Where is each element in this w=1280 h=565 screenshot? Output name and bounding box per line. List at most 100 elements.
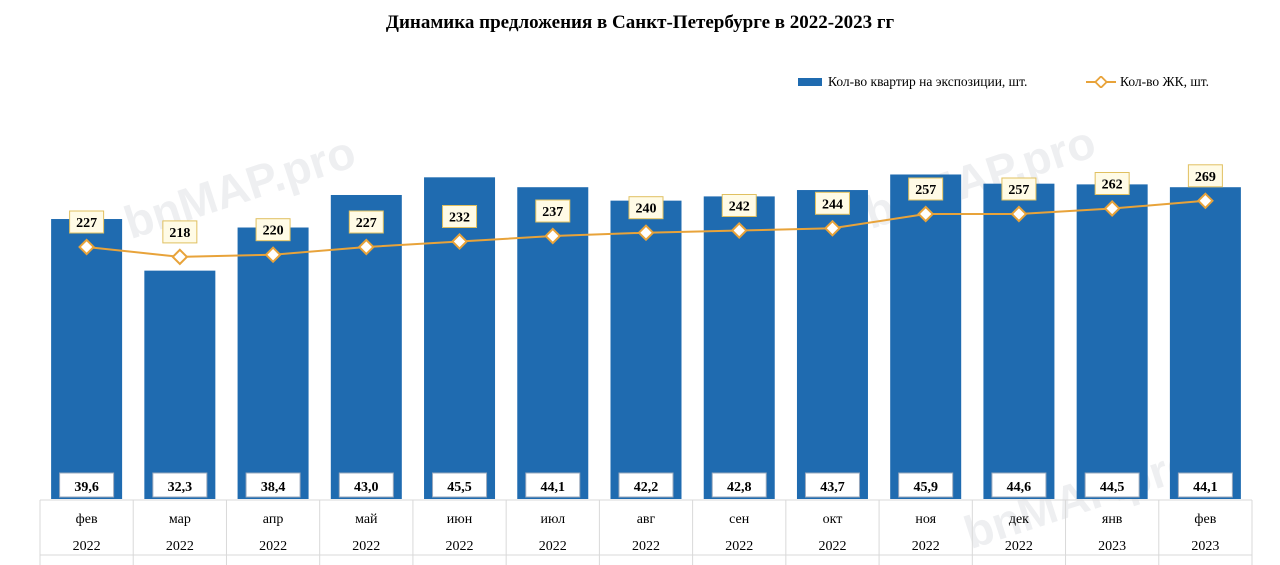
bar-value-label: 44,6 xyxy=(1007,480,1032,495)
line-value-label: 244 xyxy=(822,197,843,212)
chart-title: Динамика предложения в Санкт-Петербурге … xyxy=(385,12,895,33)
line-value-label: 227 xyxy=(76,216,97,231)
bar-value-label-box xyxy=(1084,472,1140,498)
line-value-label: 257 xyxy=(915,183,936,198)
line-value-label: 240 xyxy=(636,202,657,217)
line-value-label-box xyxy=(1094,172,1130,195)
line-value-label-box xyxy=(628,196,664,220)
line-point xyxy=(823,219,841,237)
x-tick-label-month: сен xyxy=(729,512,750,527)
bar-value-label: 43,7 xyxy=(820,480,845,495)
bar-value-label: 45,9 xyxy=(913,480,938,495)
line-point xyxy=(171,248,189,266)
x-tick-label-month: июл xyxy=(540,512,565,527)
x-tick-label-year: 2022 xyxy=(166,539,194,554)
bar-value-label-box xyxy=(618,472,674,498)
legend-item-bar: Кол-во квартир на экспозиции, шт. xyxy=(798,74,1027,90)
line-value-label-box xyxy=(442,205,478,228)
bar-value-label-box xyxy=(804,472,860,498)
legend-line-label: Кол-во ЖК, шт. xyxy=(1120,74,1210,89)
bar xyxy=(890,174,962,499)
legend-line-swatch xyxy=(1086,76,1116,88)
bar-value-label: 42,2 xyxy=(634,480,659,495)
bar-value-label: 45,5 xyxy=(447,480,472,495)
bar-value-label-box xyxy=(1177,472,1233,498)
bar xyxy=(796,190,868,499)
x-tick-label-year: 2022 xyxy=(446,539,474,554)
line-value-label: 227 xyxy=(356,216,377,231)
bar xyxy=(144,270,216,499)
bar-value-label: 44,5 xyxy=(1100,480,1125,495)
line-value-label-box xyxy=(814,191,850,215)
x-tick-label-year: 2022 xyxy=(912,539,940,554)
line-value-label-box xyxy=(255,218,291,242)
bar-value-label-box xyxy=(245,472,301,498)
line-point xyxy=(1196,192,1214,210)
x-tick-label-month: авг xyxy=(637,512,656,527)
bar-value-label: 39,6 xyxy=(74,480,99,495)
line-point xyxy=(1103,200,1121,217)
bar xyxy=(1169,187,1241,499)
line-value-label-box xyxy=(908,177,944,201)
line-point xyxy=(451,233,469,250)
line-point xyxy=(917,205,935,223)
line-point xyxy=(637,224,655,242)
x-tick-label-month: май xyxy=(355,512,378,527)
x-tick-label-year: 2022 xyxy=(632,539,660,554)
line-value-label: 237 xyxy=(542,205,563,220)
line-value-label-box xyxy=(721,194,757,217)
legend-bar-label: Кол-во квартир на экспозиции, шт. xyxy=(828,74,1028,89)
legend-bar-swatch xyxy=(798,78,822,86)
x-tick-label-year: 2023 xyxy=(1191,539,1219,554)
line-value-label: 262 xyxy=(1102,178,1123,193)
bar xyxy=(983,183,1055,500)
line-point xyxy=(1010,205,1028,223)
x-tick-label-month: мар xyxy=(169,512,191,527)
line-point xyxy=(78,238,96,256)
line-value-label: 242 xyxy=(729,200,750,215)
bar xyxy=(424,177,496,499)
line-point xyxy=(730,222,748,239)
x-tick-label-year: 2022 xyxy=(352,539,380,554)
x-tick-label-month: дек xyxy=(1009,512,1029,527)
x-tick-label-month: ноя xyxy=(915,512,936,527)
bar-value-label: 38,4 xyxy=(261,480,286,495)
x-tick-label-month: окт xyxy=(823,512,843,527)
line-value-label-box xyxy=(1187,164,1223,188)
x-tick-label-month: фев xyxy=(1194,512,1216,527)
line-value-label-box xyxy=(69,210,105,234)
x-tick-label-year: 2022 xyxy=(73,539,101,554)
bar-value-label-box xyxy=(152,472,208,498)
bar-value-label-box xyxy=(338,472,394,498)
bar-value-label: 44,1 xyxy=(1193,480,1218,495)
bar xyxy=(237,227,309,499)
x-tick-label-month: июн xyxy=(447,512,473,527)
legend-item-line: Кол-во ЖК, шт. xyxy=(1086,74,1209,90)
line-value-label-box xyxy=(1001,177,1037,201)
bar xyxy=(1076,184,1148,499)
bar-value-label-box xyxy=(59,472,115,498)
line-value-label: 218 xyxy=(169,226,190,241)
line-value-label: 232 xyxy=(449,211,470,226)
line-point xyxy=(264,246,282,264)
x-tick-label-year: 2022 xyxy=(539,539,567,554)
line-value-label-box xyxy=(162,220,198,244)
bar-value-label: 43,0 xyxy=(354,480,379,495)
bar-value-label: 32,3 xyxy=(168,480,193,495)
bar-value-label-box xyxy=(432,472,488,498)
line-point xyxy=(357,238,375,256)
bar-value-label-box xyxy=(898,472,954,498)
line-value-label-box xyxy=(535,199,571,223)
x-tick-label-year: 2022 xyxy=(259,539,287,554)
line-value-label-box xyxy=(348,210,384,234)
x-tick-label-year: 2022 xyxy=(1005,539,1033,554)
bar xyxy=(610,200,682,499)
line-value-label: 257 xyxy=(1008,183,1029,198)
x-tick-label-year: 2022 xyxy=(818,539,846,554)
x-tick-label-year: 2022 xyxy=(725,539,753,554)
bar-value-label-box xyxy=(991,472,1047,498)
x-tick-label-month: апр xyxy=(263,512,284,527)
line-point xyxy=(544,227,562,245)
x-tick-label-year: 2023 xyxy=(1098,539,1126,554)
line-value-label: 220 xyxy=(263,224,284,239)
